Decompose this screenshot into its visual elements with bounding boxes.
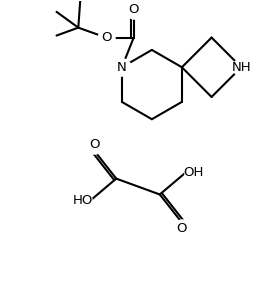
Text: O: O [176, 222, 187, 235]
Text: O: O [129, 3, 139, 16]
Text: HO: HO [72, 194, 93, 207]
Text: N: N [117, 61, 127, 74]
Text: NH: NH [232, 61, 251, 74]
Text: O: O [101, 31, 111, 44]
Text: O: O [89, 138, 100, 151]
Text: OH: OH [183, 166, 204, 179]
